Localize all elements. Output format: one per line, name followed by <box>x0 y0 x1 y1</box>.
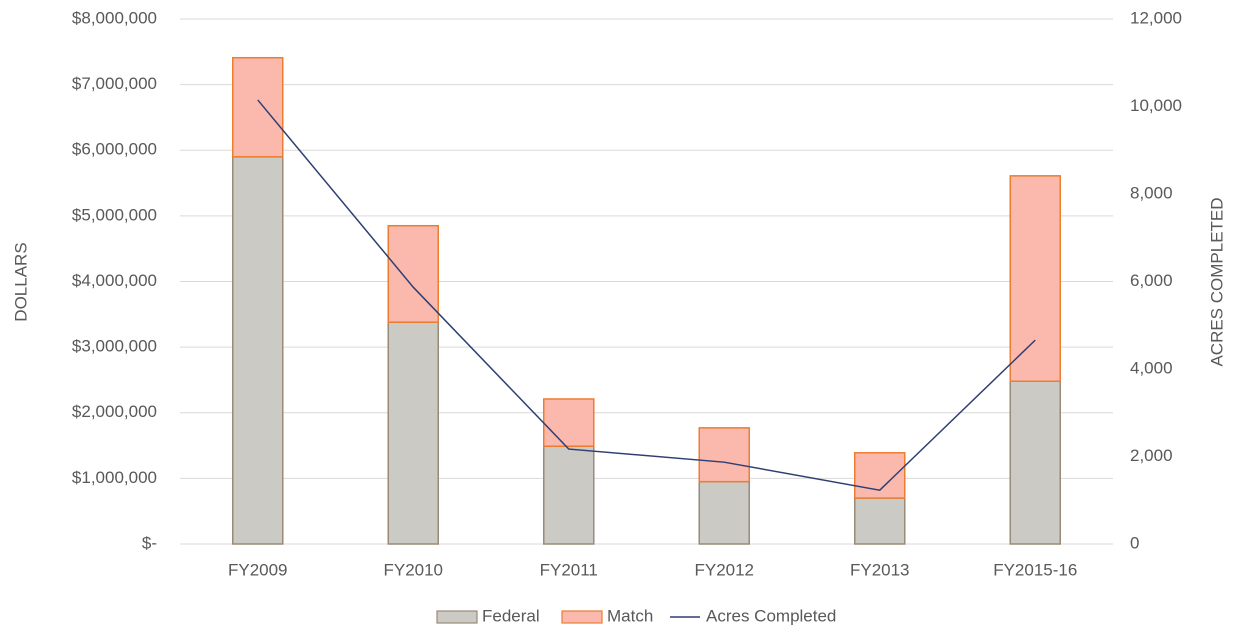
y-tick-label: $7,000,000 <box>72 74 157 93</box>
bar-segment <box>232 56 284 158</box>
legend-label: Federal <box>482 606 540 625</box>
x-tick-label: FY2015-16 <box>993 560 1077 579</box>
y2-tick-label: 2,000 <box>1130 446 1173 465</box>
y-tick-label: $4,000,000 <box>72 271 157 290</box>
y2-tick-label: 4,000 <box>1130 358 1173 377</box>
y2-tick-label: 8,000 <box>1130 183 1173 202</box>
bar-segment <box>854 497 906 545</box>
bar-segment <box>1009 380 1061 545</box>
line-series <box>257 99 1036 491</box>
legend-label: Acres Completed <box>706 606 836 625</box>
y-tick-label: $8,000,000 <box>72 8 157 27</box>
x-tick-label: FY2013 <box>850 560 910 579</box>
y-tick-label: $- <box>142 533 157 552</box>
y2-tick-label: 0 <box>1130 533 1139 552</box>
x-tick-label: FY2012 <box>694 560 754 579</box>
bar-segment <box>387 224 439 323</box>
y2-tick-label: 6,000 <box>1130 271 1173 290</box>
y2-tick-label: 12,000 <box>1130 8 1182 27</box>
y-tick-label: $5,000,000 <box>72 205 157 224</box>
x-tick-label: FY2011 <box>540 560 598 579</box>
y2-tick-label: 10,000 <box>1130 96 1182 115</box>
bar-segment <box>1009 175 1061 382</box>
bar-segment <box>698 480 750 545</box>
y-tick-label: $1,000,000 <box>72 468 157 487</box>
bar-segment <box>854 452 906 499</box>
legend-swatch <box>436 610 478 624</box>
legend-swatch <box>561 610 603 624</box>
y-tick-label: $3,000,000 <box>72 337 157 356</box>
y-axis-title: DOLLARS <box>11 242 30 321</box>
bar-segment <box>232 156 284 545</box>
legend-label: Match <box>607 606 653 625</box>
y-tick-label: $6,000,000 <box>72 140 157 159</box>
y2-axis-title: ACRES COMPLETED <box>1207 197 1226 366</box>
bar-segment <box>698 427 750 483</box>
bar-segment <box>543 445 595 545</box>
y-tick-label: $2,000,000 <box>72 402 157 421</box>
bar-segment <box>387 321 439 545</box>
x-tick-label: FY2010 <box>383 560 443 579</box>
bar-segment <box>543 398 595 447</box>
x-tick-label: FY2009 <box>228 560 288 579</box>
